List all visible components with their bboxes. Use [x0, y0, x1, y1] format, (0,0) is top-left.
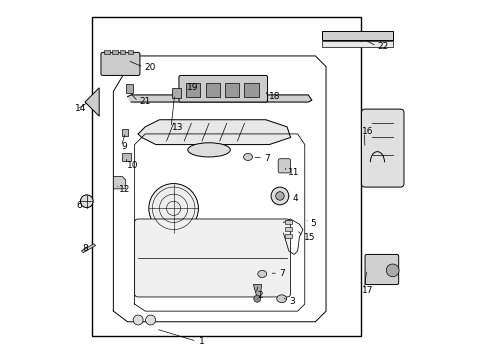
Bar [104, 50, 110, 54]
Text: 19: 19 [187, 83, 198, 92]
Polygon shape [122, 129, 127, 136]
Bar [185, 83, 200, 98]
Text: 21: 21 [139, 97, 150, 106]
Bar [205, 83, 219, 98]
Circle shape [253, 295, 260, 302]
Bar [285, 234, 291, 238]
FancyBboxPatch shape [361, 109, 403, 187]
Text: 4: 4 [292, 194, 297, 203]
Bar [120, 50, 125, 54]
FancyBboxPatch shape [364, 255, 398, 284]
Ellipse shape [257, 270, 266, 278]
Polygon shape [113, 176, 125, 189]
Text: 14: 14 [75, 104, 86, 113]
FancyBboxPatch shape [134, 219, 290, 297]
Text: 7: 7 [279, 269, 285, 278]
FancyBboxPatch shape [179, 76, 267, 102]
Circle shape [145, 315, 155, 325]
Text: 9: 9 [121, 142, 127, 151]
Bar [322, 31, 392, 40]
Ellipse shape [243, 153, 252, 161]
Circle shape [80, 195, 93, 208]
Bar [285, 220, 291, 224]
Text: 20: 20 [144, 63, 156, 72]
Text: 7: 7 [264, 153, 269, 162]
Bar [128, 50, 133, 54]
FancyBboxPatch shape [278, 159, 290, 173]
Text: 5: 5 [309, 219, 315, 228]
Text: 12: 12 [119, 185, 130, 194]
Text: 22: 22 [377, 41, 388, 50]
Bar [92, 17, 361, 336]
Bar [171, 88, 181, 99]
Text: 15: 15 [304, 233, 315, 242]
Text: 1: 1 [199, 337, 204, 346]
Text: 2: 2 [256, 291, 262, 300]
Text: 16: 16 [361, 127, 372, 136]
Ellipse shape [276, 295, 286, 303]
FancyBboxPatch shape [101, 53, 140, 76]
Text: 3: 3 [288, 297, 294, 306]
Text: 18: 18 [268, 92, 280, 101]
Polygon shape [253, 284, 261, 297]
Polygon shape [85, 88, 99, 116]
Bar [244, 83, 258, 98]
Ellipse shape [187, 143, 230, 157]
Polygon shape [81, 244, 96, 253]
Text: 13: 13 [171, 123, 183, 132]
Bar [224, 83, 239, 98]
Circle shape [270, 187, 288, 205]
Bar [125, 84, 133, 93]
Circle shape [133, 315, 143, 325]
Text: 10: 10 [126, 161, 138, 170]
Bar [112, 50, 118, 54]
Bar [122, 153, 131, 161]
Polygon shape [127, 95, 311, 102]
Text: 8: 8 [82, 244, 88, 253]
Polygon shape [138, 120, 290, 145]
Circle shape [386, 264, 398, 277]
Bar [322, 41, 392, 47]
Text: 11: 11 [287, 168, 299, 177]
Bar [285, 227, 291, 231]
Circle shape [148, 184, 198, 233]
Circle shape [275, 192, 284, 200]
Text: 6: 6 [76, 201, 81, 210]
Text: 17: 17 [361, 286, 372, 295]
